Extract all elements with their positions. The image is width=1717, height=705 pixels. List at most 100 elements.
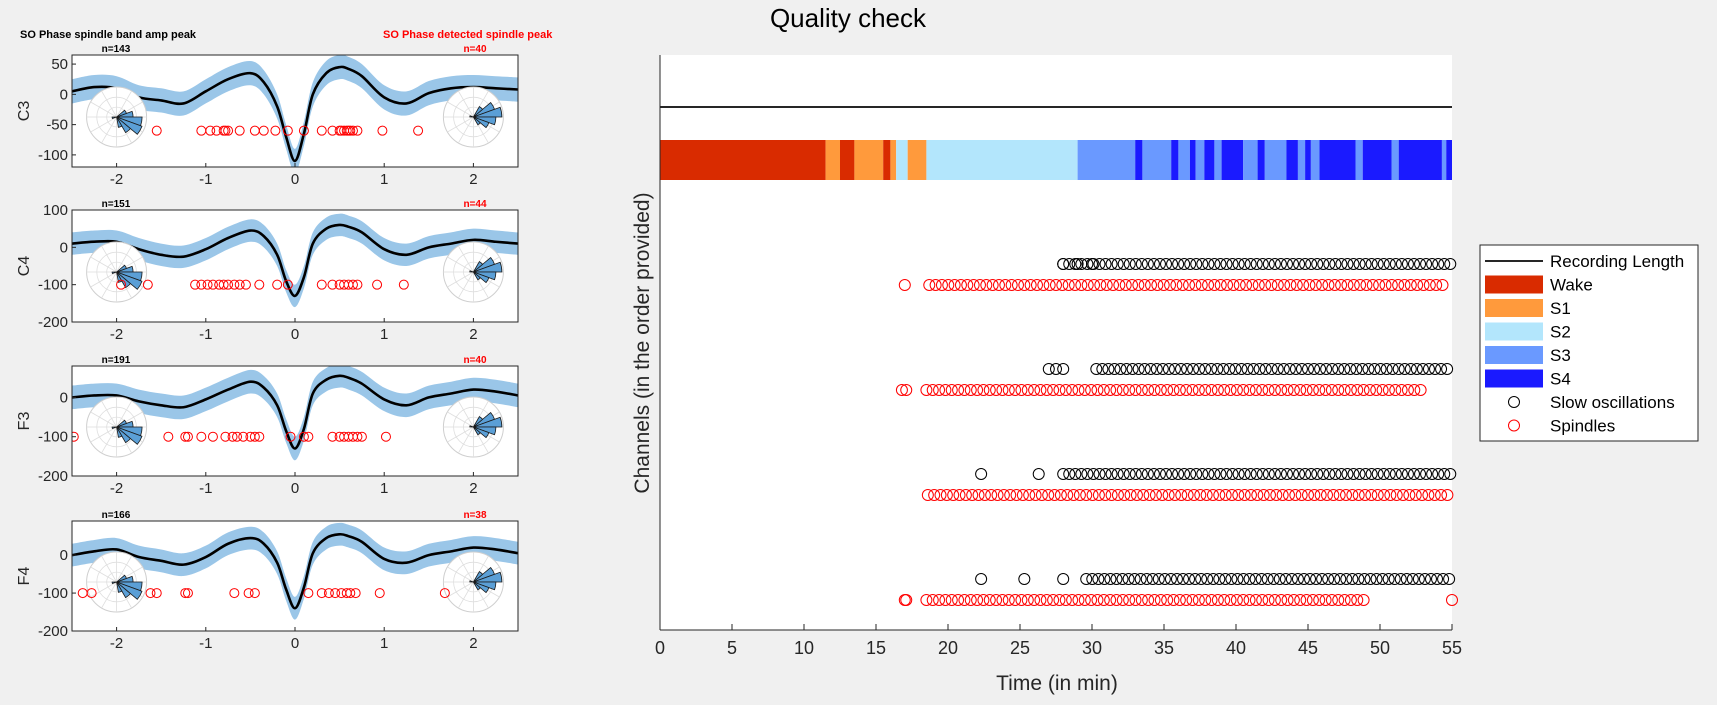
stage-segment-s3 <box>1077 140 1136 180</box>
slow-oscillation-point <box>1162 363 1175 375</box>
spindle-point <box>933 594 946 606</box>
spindle-point <box>928 489 941 501</box>
spindle-point <box>1370 384 1383 396</box>
rose-spoke <box>116 400 132 428</box>
spindle-point <box>1243 384 1256 396</box>
spindle-point <box>996 384 1009 396</box>
slow-oscillation-point <box>1335 258 1348 270</box>
spindle-point <box>1294 384 1307 396</box>
spindle-point <box>990 594 1003 606</box>
spindle-point <box>227 431 238 442</box>
spindle-band-count: n=151 <box>102 199 131 210</box>
mean-waveform <box>72 374 518 450</box>
slow-oscillation-point <box>1129 468 1142 480</box>
spindle-point <box>352 279 363 290</box>
x-tick-label: 2 <box>469 635 477 652</box>
detected-spindle-count: n=40 <box>463 355 487 366</box>
slow-oscillation-point <box>1335 468 1348 480</box>
slow-oscillation-point <box>1274 468 1287 480</box>
rose-spoke <box>101 245 117 273</box>
spindle-point <box>961 279 974 291</box>
spindle-point <box>1351 384 1364 396</box>
spindle-point <box>254 431 265 442</box>
spindle-point <box>1002 384 1015 396</box>
spindle-point <box>958 384 971 396</box>
spindle-point <box>972 489 985 501</box>
spindle-point <box>1034 384 1047 396</box>
slow-oscillation-point <box>1081 468 1094 480</box>
slow-oscillation-point <box>1122 573 1135 585</box>
spindle-point <box>1300 384 1313 396</box>
spindle-point <box>1411 279 1424 291</box>
spindle-point <box>1313 384 1326 396</box>
confidence-band <box>72 522 518 620</box>
spindle-point <box>1148 384 1161 396</box>
legend-swatch <box>1485 346 1543 364</box>
slow-oscillation-point <box>1099 468 1112 480</box>
y-tick-label: -50 <box>46 117 68 134</box>
slow-oscillation-point <box>1235 363 1248 375</box>
slow-oscillation-point <box>1267 573 1280 585</box>
spindle-point <box>1378 489 1391 501</box>
spindle-point <box>1123 594 1136 606</box>
slow-oscillation-point <box>1111 468 1124 480</box>
slow-oscillation-point <box>1344 363 1357 375</box>
y-tick-label: -100 <box>38 147 68 164</box>
spindle-point <box>205 125 216 136</box>
slow-oscillation-point <box>1274 258 1287 270</box>
spindle-point <box>1021 384 1034 396</box>
slow-oscillation-point <box>1250 468 1263 480</box>
x-tick-label: 0 <box>655 638 665 658</box>
spindle-point <box>1091 384 1104 396</box>
spindle-point <box>1037 279 1050 291</box>
x-tick-label: 1 <box>380 326 388 343</box>
stage-segment-s4 <box>1319 140 1356 180</box>
slow-oscillation-point <box>1340 573 1353 585</box>
slow-oscillation-point <box>1316 573 1329 585</box>
x-tick-label: 10 <box>794 638 814 658</box>
spindle-point <box>1104 384 1117 396</box>
spindle-point <box>992 279 1005 291</box>
spindle-point <box>1338 594 1351 606</box>
spindle-point <box>1389 384 1402 396</box>
slow-oscillation-point <box>1432 468 1445 480</box>
spindle-point <box>1294 594 1307 606</box>
x-tick-label: 1 <box>380 635 388 652</box>
spindle-point <box>929 279 942 291</box>
spindle-point <box>196 279 207 290</box>
spindle-point <box>1208 279 1221 291</box>
legend-item: S1 <box>1485 299 1571 318</box>
slow-oscillation-point <box>1117 258 1130 270</box>
spindle-point <box>1268 594 1281 606</box>
x-tick-label: 25 <box>1010 638 1030 658</box>
spindle-point <box>1360 279 1373 291</box>
slow-oscillation-point <box>1255 573 1268 585</box>
slow-oscillation-point <box>1368 363 1381 375</box>
spindle-point <box>1281 594 1294 606</box>
spindle-point <box>1237 594 1250 606</box>
slow-oscillation-point <box>1438 468 1451 480</box>
slow-oscillation-point <box>1098 573 1111 585</box>
spindle-point <box>1287 384 1300 396</box>
spindle-point <box>1021 594 1034 606</box>
slow-oscillation-point <box>1160 258 1173 270</box>
slow-oscillation-point <box>1086 258 1098 270</box>
slow-oscillation-point <box>1305 258 1318 270</box>
spindle-point <box>258 125 269 136</box>
spindle-point <box>1116 384 1129 396</box>
spindle-point <box>1099 489 1112 501</box>
x-tick-label: -1 <box>199 480 212 497</box>
spindle-point <box>1417 279 1430 291</box>
x-tick-label: 5 <box>727 638 737 658</box>
spindle-point <box>1053 384 1066 396</box>
spindle-point <box>1376 384 1389 396</box>
spindle-point <box>345 588 356 599</box>
spindle-point <box>270 125 281 136</box>
spindle-point <box>1016 489 1029 501</box>
y-tick-label: 0 <box>60 389 68 406</box>
slow-oscillation-point <box>1132 363 1145 375</box>
spindle-point <box>991 489 1004 501</box>
spindle-point <box>1073 489 1086 501</box>
spindle-point <box>1157 279 1170 291</box>
spindle-point <box>1243 594 1256 606</box>
